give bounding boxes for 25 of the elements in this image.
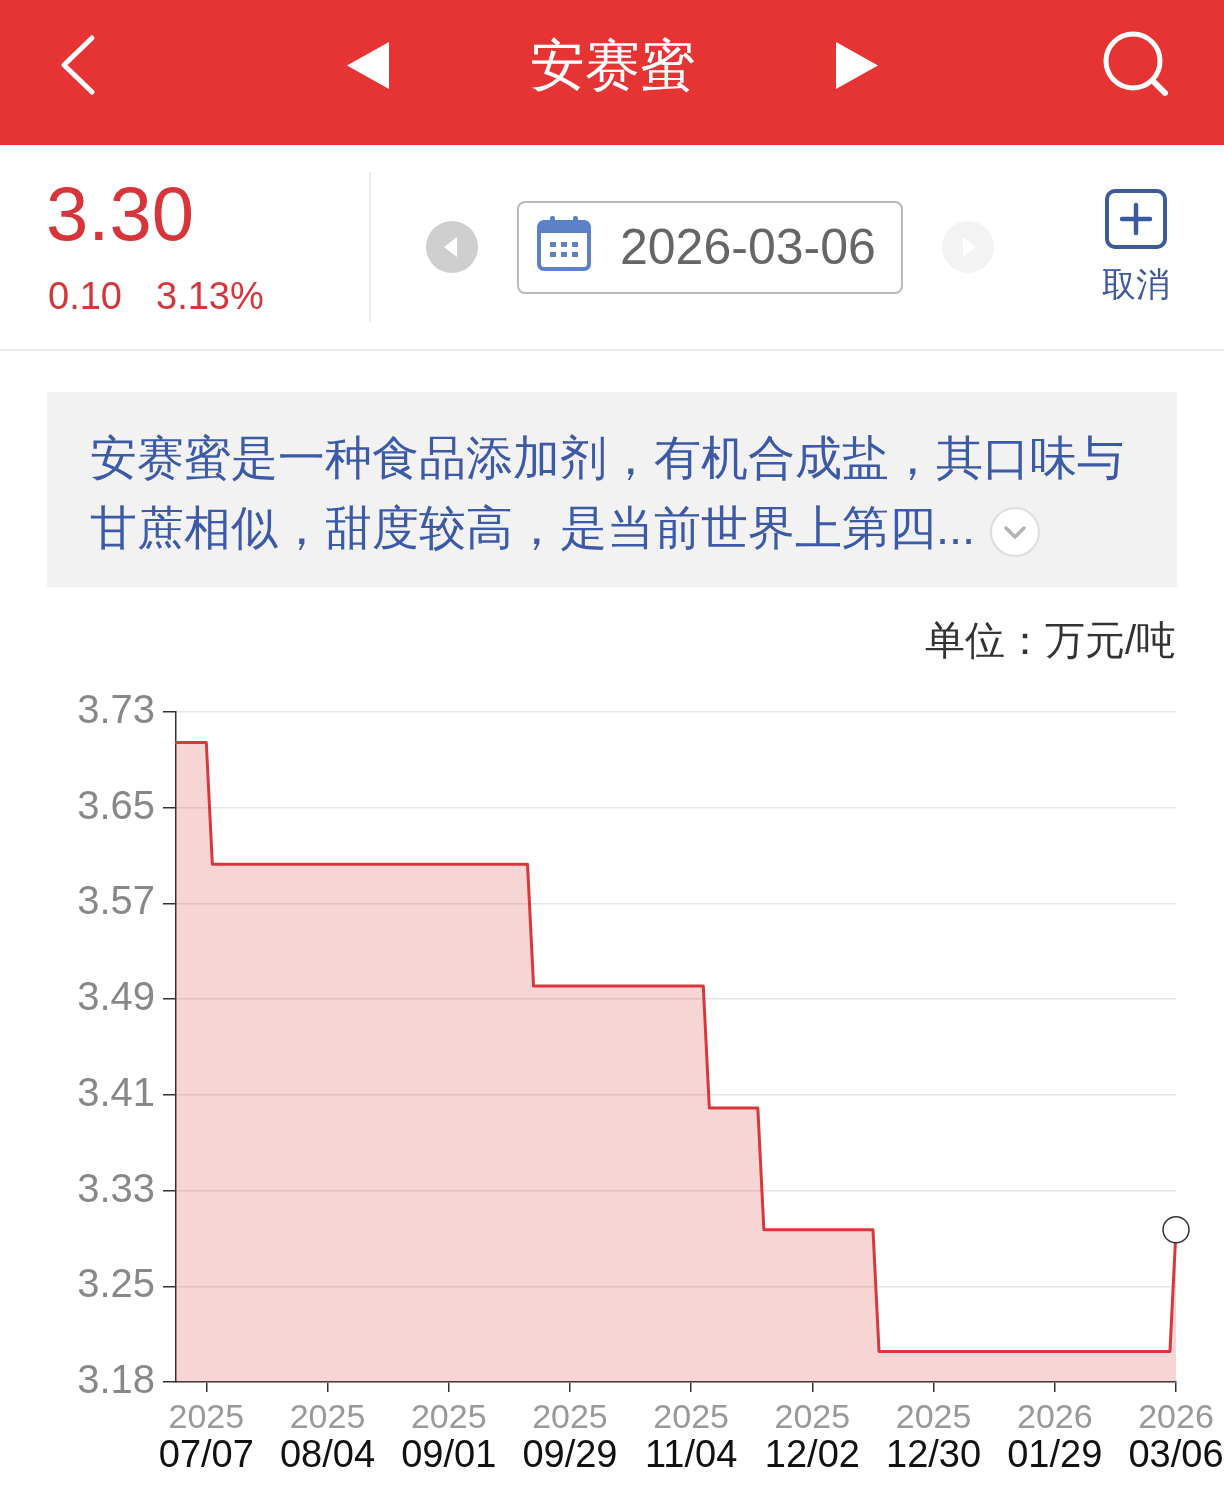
y-tick-label: 3.18	[77, 1357, 155, 1402]
y-tick-label: 3.25	[77, 1261, 155, 1306]
text: 2026-03-06	[620, 219, 876, 275]
x-tick-label: 2026 01/29	[1007, 1397, 1103, 1476]
x-tick-label: 2025 12/02	[764, 1397, 860, 1476]
text: 3.30	[46, 171, 194, 256]
text: 3.13%	[156, 274, 264, 318]
y-tick-label: 3.41	[77, 1069, 155, 1114]
x-tick-label: 2026 03/06	[1128, 1397, 1224, 1476]
x-tick-label: 2025 08/04	[279, 1397, 376, 1476]
y-tick-label: 3.73	[77, 687, 155, 732]
x-tick-label: 2025 12/30	[886, 1397, 982, 1476]
y-tick-label: 3.33	[77, 1165, 155, 1210]
x-tick-label: 2025 09/29	[522, 1397, 618, 1476]
x-tick-label: 2025 09/01	[401, 1397, 497, 1476]
y-axis-title: 单位：万元/吨	[924, 617, 1176, 664]
x-tick-label: 2025 11/04	[645, 1397, 738, 1476]
y-tick-label: 3.57	[77, 878, 155, 923]
chart-title: 安赛蜜	[528, 33, 696, 98]
chart-subtitle: 安赛蜜是一种食品添加剂，有机合成盐，其口味与甘蔗相似，甜度较高，是当前世界上第四...	[90, 431, 1124, 554]
x-tick-label: 2025 07/07	[158, 1397, 254, 1476]
y-tick-label: 3.49	[77, 974, 155, 1019]
y-tick-label: 3.65	[77, 782, 155, 827]
text: 取消	[1101, 264, 1171, 305]
text: 0.10	[48, 274, 122, 318]
